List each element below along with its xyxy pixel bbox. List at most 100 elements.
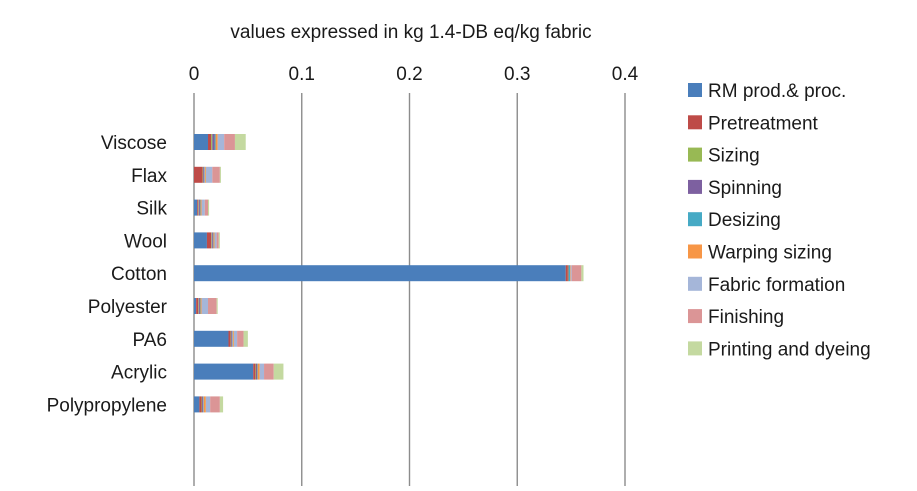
- x-tick-label: 0: [189, 64, 200, 85]
- x-axis-tick-labels: 0 0.1 0.2 0.3 0.4: [189, 64, 639, 85]
- bar-segment: [194, 265, 566, 282]
- bar-segment: [201, 396, 203, 413]
- category-label: Wool: [124, 231, 167, 252]
- bar-segment: [214, 232, 217, 249]
- legend-swatch: [688, 341, 702, 356]
- bar-segment: [568, 265, 569, 282]
- legend-swatch: [688, 212, 702, 227]
- bar-segment: [194, 298, 197, 314]
- bar-segment: [194, 396, 200, 413]
- bar-segment: [198, 298, 200, 314]
- bar-segment: [228, 330, 231, 347]
- bar-segment: [224, 134, 235, 150]
- legend-swatch: [688, 179, 702, 194]
- legend-label: Sizing: [708, 146, 760, 167]
- bar-segment: [211, 232, 212, 249]
- legend-swatch: [688, 276, 702, 291]
- x-tick-label: 0.3: [504, 64, 530, 85]
- bar-segment: [206, 232, 212, 249]
- category-label: Flax: [131, 166, 167, 187]
- legend-label: Warping sizing: [708, 243, 832, 264]
- bar-segment: [202, 166, 204, 183]
- legend-swatch: [688, 115, 702, 130]
- bar-segment: [219, 396, 224, 413]
- bar-segment: [202, 396, 204, 413]
- legend-label: Spinning: [708, 178, 782, 199]
- bar-segment: [232, 330, 233, 347]
- legend-label: Pretreatment: [708, 113, 819, 134]
- bar-segment: [581, 265, 584, 282]
- bar-segment: [199, 199, 201, 216]
- bar-segment: [200, 199, 202, 216]
- bar-segment: [233, 330, 238, 347]
- category-label: PA6: [132, 330, 167, 351]
- legend-label: Finishing: [708, 307, 784, 328]
- bar-segment: [253, 363, 256, 380]
- bar-segment: [273, 363, 284, 380]
- bar-segment: [237, 330, 244, 347]
- legend-label: Fabric formation: [708, 275, 845, 296]
- x-tick-label: 0.4: [612, 64, 639, 85]
- bar-segment: [197, 199, 199, 216]
- bar-segment: [199, 298, 201, 314]
- legend-label: Printing and dyeing: [708, 339, 871, 360]
- bar-segment: [194, 134, 209, 150]
- bar-segment: [194, 363, 254, 380]
- x-tick-label: 0.2: [396, 64, 422, 85]
- category-label: Polyester: [88, 297, 168, 318]
- bar-segment: [211, 134, 213, 150]
- legend-label: RM prod.& proc.: [708, 81, 846, 102]
- bar-segment: [198, 199, 199, 216]
- bar-segment: [215, 134, 218, 150]
- bar-segment: [243, 330, 248, 347]
- bar-segment: [200, 298, 202, 314]
- bar-segment: [205, 396, 211, 413]
- bar-segment: [201, 199, 205, 216]
- bar-segment: [259, 363, 265, 380]
- bar-segment: [217, 134, 225, 150]
- bar-segment: [232, 330, 234, 347]
- bar-segment: [264, 363, 274, 380]
- bar-segment: [212, 232, 214, 249]
- bar-segment: [204, 166, 206, 183]
- bar-segment: [208, 199, 210, 216]
- chart-title: values expressed in kg 1.4-DB eq/kg fabr…: [230, 22, 591, 43]
- bar-segment: [212, 134, 215, 150]
- bar-segment: [570, 265, 572, 282]
- bar-segment: [565, 265, 568, 282]
- bar-segment: [208, 298, 217, 314]
- bar-segment: [219, 166, 221, 183]
- bar-segment: [204, 199, 209, 216]
- bar-segments: [194, 134, 584, 413]
- category-label: Cotton: [111, 264, 167, 285]
- legend-swatch: [688, 147, 702, 162]
- legend: RM prod.& proc. Pretreatment Sizing Spinnin…: [688, 81, 871, 360]
- bar-segment: [214, 134, 216, 150]
- category-label: Polypropylene: [47, 395, 167, 416]
- bar-segment: [194, 199, 198, 216]
- bar-segment: [568, 265, 571, 282]
- bar-segment: [257, 363, 260, 380]
- legend-swatch: [688, 244, 702, 259]
- gridlines: [193, 93, 626, 486]
- bar-segment: [198, 199, 200, 216]
- bar-segment: [218, 232, 220, 249]
- bar-segment: [208, 134, 212, 150]
- bar-segment: [205, 166, 213, 183]
- bar-segment: [196, 298, 199, 314]
- bar-segment: [211, 232, 213, 249]
- bar-segment: [198, 298, 199, 314]
- category-label: Viscose: [101, 133, 167, 154]
- bar-segment: [194, 232, 207, 249]
- bar-segment: [216, 232, 219, 249]
- bar-segment: [194, 330, 229, 347]
- bar-segment: [213, 232, 215, 249]
- bar-segment: [203, 166, 205, 183]
- bar-segment: [216, 298, 218, 314]
- y-axis-category-labels: Viscose Flax Silk Wool Cotton Polyester PA6 Acr…: [47, 133, 168, 416]
- bar-segment: [230, 330, 232, 347]
- legend-label: Desizing: [708, 210, 781, 231]
- category-label: Silk: [136, 199, 167, 220]
